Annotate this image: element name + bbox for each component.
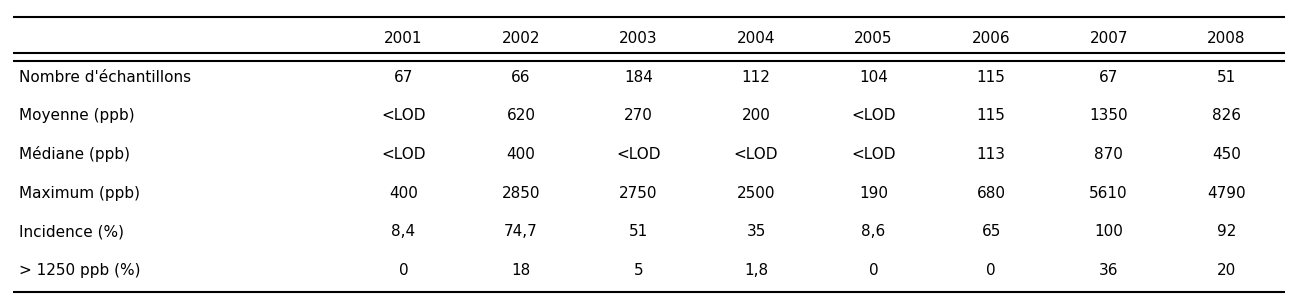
Text: 35: 35 — [746, 224, 766, 239]
Text: 620: 620 — [506, 108, 535, 123]
Text: 2500: 2500 — [737, 185, 775, 201]
Text: Maximum (ppb): Maximum (ppb) — [19, 185, 140, 201]
Text: 67: 67 — [393, 70, 413, 85]
Text: 0: 0 — [986, 263, 996, 278]
Text: 450: 450 — [1212, 147, 1241, 162]
Text: 2004: 2004 — [737, 31, 775, 46]
Text: 2750: 2750 — [619, 185, 658, 201]
Text: Médiane (ppb): Médiane (ppb) — [19, 146, 130, 162]
Text: 104: 104 — [859, 70, 888, 85]
Text: 112: 112 — [741, 70, 771, 85]
Text: <LOD: <LOD — [733, 147, 779, 162]
Text: 2006: 2006 — [972, 31, 1010, 46]
Text: 2002: 2002 — [501, 31, 540, 46]
Text: 270: 270 — [624, 108, 653, 123]
Text: 400: 400 — [506, 147, 535, 162]
Text: 0: 0 — [868, 263, 879, 278]
Text: 5: 5 — [633, 263, 644, 278]
Text: <LOD: <LOD — [382, 147, 426, 162]
Text: Moyenne (ppb): Moyenne (ppb) — [19, 108, 135, 123]
Text: 92: 92 — [1216, 224, 1236, 239]
Text: 67: 67 — [1099, 70, 1119, 85]
Text: 680: 680 — [976, 185, 1006, 201]
Text: 51: 51 — [1216, 70, 1236, 85]
Text: 1,8: 1,8 — [744, 263, 768, 278]
Text: <LOD: <LOD — [851, 147, 896, 162]
Text: 870: 870 — [1094, 147, 1123, 162]
Text: 18: 18 — [511, 263, 531, 278]
Text: > 1250 ppb (%): > 1250 ppb (%) — [19, 263, 141, 278]
Text: 36: 36 — [1099, 263, 1119, 278]
Text: 2007: 2007 — [1089, 31, 1128, 46]
Text: <LOD: <LOD — [851, 108, 896, 123]
Text: 113: 113 — [976, 147, 1006, 162]
Text: 2001: 2001 — [384, 31, 423, 46]
Text: 1350: 1350 — [1089, 108, 1128, 123]
Text: 66: 66 — [511, 70, 531, 85]
Text: <LOD: <LOD — [382, 108, 426, 123]
Text: 115: 115 — [976, 70, 1006, 85]
Text: 826: 826 — [1212, 108, 1241, 123]
Text: 74,7: 74,7 — [504, 224, 537, 239]
Text: 51: 51 — [628, 224, 648, 239]
Text: 190: 190 — [859, 185, 888, 201]
Text: 20: 20 — [1216, 263, 1236, 278]
Text: Nombre d'échantillons: Nombre d'échantillons — [19, 70, 192, 85]
Text: 100: 100 — [1094, 224, 1123, 239]
Text: Incidence (%): Incidence (%) — [19, 224, 125, 239]
Text: 8,6: 8,6 — [862, 224, 885, 239]
Text: 200: 200 — [741, 108, 771, 123]
Text: 4790: 4790 — [1207, 185, 1246, 201]
Text: 5610: 5610 — [1089, 185, 1128, 201]
Text: 2005: 2005 — [854, 31, 893, 46]
Text: 0: 0 — [398, 263, 408, 278]
Text: 184: 184 — [624, 70, 653, 85]
Text: 2850: 2850 — [501, 185, 540, 201]
Text: 8,4: 8,4 — [391, 224, 415, 239]
Text: <LOD: <LOD — [617, 147, 661, 162]
Text: 2003: 2003 — [619, 31, 658, 46]
Text: 2008: 2008 — [1207, 31, 1246, 46]
Text: 65: 65 — [981, 224, 1001, 239]
Text: 400: 400 — [389, 185, 418, 201]
Text: 115: 115 — [976, 108, 1006, 123]
